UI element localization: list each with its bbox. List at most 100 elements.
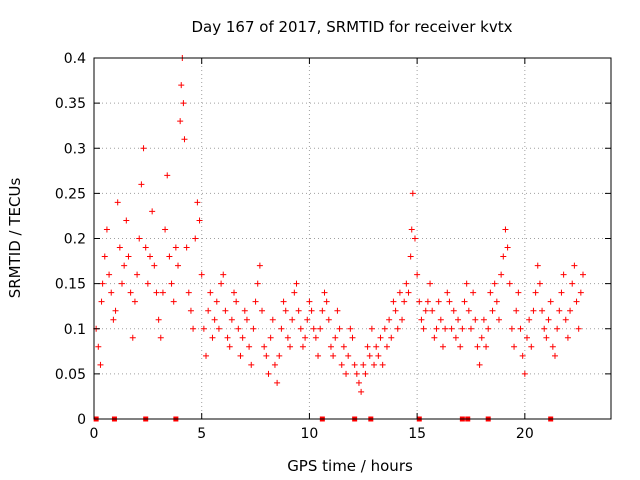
data-point: [483, 343, 490, 350]
data-point: [203, 352, 210, 359]
y-tick-label: 0.4: [64, 51, 86, 67]
y-tick-label: 0.05: [55, 367, 86, 383]
data-point: [99, 280, 106, 287]
data-point: [101, 253, 108, 260]
data-point: [539, 307, 546, 314]
data-point: [373, 343, 380, 350]
data-point: [390, 298, 397, 305]
data-point: [551, 352, 558, 359]
data-point: [131, 298, 138, 305]
data-point: [407, 253, 414, 260]
data-point: [554, 325, 561, 332]
data-point: [280, 298, 287, 305]
data-point: [446, 298, 453, 305]
data-point: [278, 325, 285, 332]
data-point: [162, 226, 169, 233]
data-point: [414, 271, 421, 278]
data-point: [164, 172, 171, 179]
data-point: [508, 325, 515, 332]
data-point: [405, 289, 412, 296]
data-point: [502, 226, 509, 233]
data-point: [299, 343, 306, 350]
data-point: [166, 253, 173, 260]
data-point: [543, 334, 550, 341]
data-point: [327, 343, 334, 350]
data-point: [304, 316, 311, 323]
data-point: [371, 361, 378, 368]
data-point: [235, 325, 242, 332]
data-point: [183, 244, 190, 251]
data-point: [336, 325, 343, 332]
data-point: [437, 316, 444, 323]
data-point: [480, 316, 487, 323]
data-point: [364, 343, 371, 350]
data-point: [470, 289, 477, 296]
data-point: [157, 334, 164, 341]
data-point: [353, 370, 360, 377]
data-point: [347, 325, 354, 332]
data-point: [489, 307, 496, 314]
x-tick-label: 5: [197, 426, 206, 442]
data-point: [282, 307, 289, 314]
data-point: [263, 352, 270, 359]
data-point: [192, 235, 199, 242]
data-point: [355, 379, 362, 386]
data-point: [269, 316, 276, 323]
data-point: [185, 289, 192, 296]
data-point: [233, 298, 240, 305]
data-point: [459, 325, 466, 332]
data-point: [246, 343, 253, 350]
x-tick-label: 20: [516, 426, 534, 442]
data-point: [306, 298, 313, 305]
data-point: [399, 316, 406, 323]
data-point: [256, 262, 263, 269]
data-point: [222, 307, 229, 314]
data-point: [463, 280, 470, 287]
data-point: [114, 199, 121, 206]
data-point: [159, 289, 166, 296]
data-point: [448, 325, 455, 332]
data-point: [98, 298, 105, 305]
data-point: [358, 388, 365, 395]
data-point: [439, 343, 446, 350]
data-point: [545, 316, 552, 323]
data-point: [573, 298, 580, 305]
y-tick-label: 0.35: [55, 96, 86, 112]
y-tick-label: 0.25: [55, 186, 86, 202]
data-point: [136, 235, 143, 242]
data-point: [295, 307, 302, 314]
data-point: [241, 307, 248, 314]
data-point: [532, 289, 539, 296]
data-point: [209, 334, 216, 341]
data-point: [291, 289, 298, 296]
data-point: [528, 343, 535, 350]
data-point: [504, 244, 511, 251]
data-point: [144, 280, 151, 287]
y-tick-label: 0.15: [55, 277, 86, 293]
data-point: [334, 307, 341, 314]
data-point: [394, 325, 401, 332]
data-point: [521, 370, 528, 377]
data-point: [149, 208, 156, 215]
data-point: [175, 262, 182, 269]
data-point: [125, 253, 132, 260]
data-point: [427, 280, 434, 287]
data-point: [513, 307, 520, 314]
data-point: [534, 262, 541, 269]
data-point: [330, 352, 337, 359]
data-point: [547, 298, 554, 305]
data-point: [571, 262, 578, 269]
data-point: [526, 316, 533, 323]
data-point: [254, 280, 261, 287]
data-point: [181, 136, 188, 143]
data-point: [338, 361, 345, 368]
data-point: [577, 289, 584, 296]
data-point: [340, 343, 347, 350]
data-point: [455, 316, 462, 323]
data-point: [226, 343, 233, 350]
data-point: [450, 307, 457, 314]
data-point: [196, 217, 203, 224]
data-point: [541, 325, 548, 332]
data-point: [383, 343, 390, 350]
